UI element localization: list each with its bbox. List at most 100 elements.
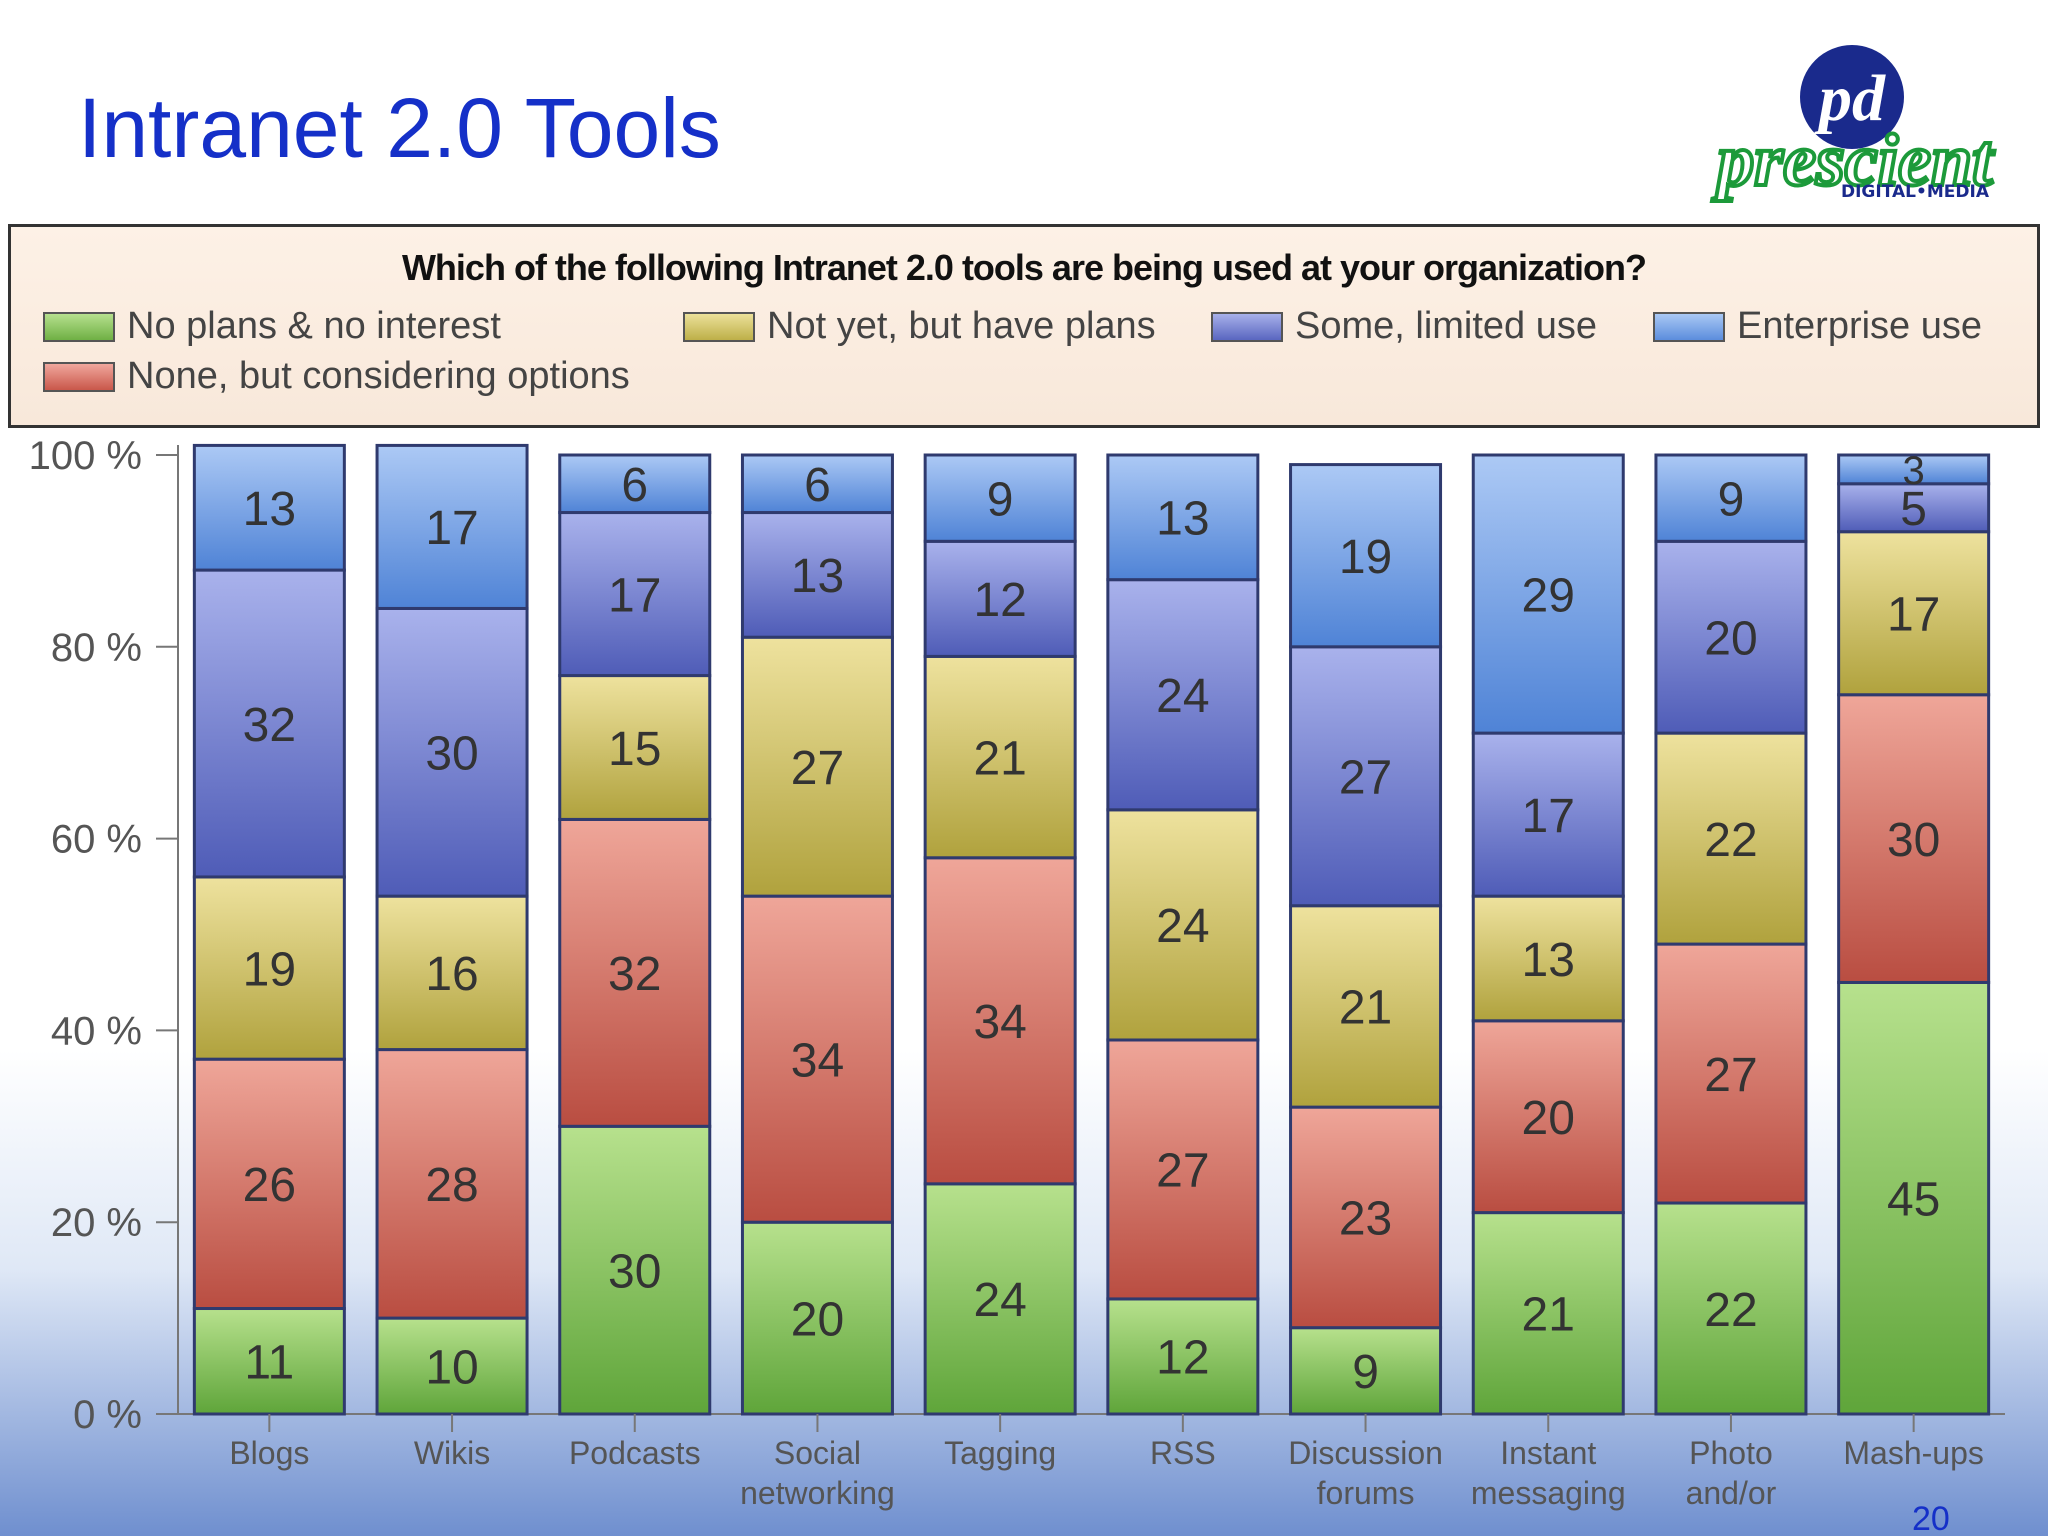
x-tick-label: Photo <box>1689 1435 1773 1471</box>
legend-label: Not yet, but have plans <box>767 305 1156 347</box>
page-number: 20 <box>1912 1500 1950 1538</box>
data-label: 34 <box>973 996 1026 1049</box>
logo-tagline: DIGITAL•MEDIA <box>1841 182 1990 202</box>
data-label: 26 <box>243 1159 296 1212</box>
y-tick-label: 0 % <box>73 1393 142 1437</box>
bar-segment <box>1106 1297 1260 1416</box>
data-label: 27 <box>1156 1145 1209 1198</box>
bar-segment <box>375 894 529 1052</box>
bar-segment <box>1471 1019 1625 1215</box>
bar-segment <box>375 1048 529 1320</box>
bar-segment <box>1837 453 1991 486</box>
bar-segment <box>1654 539 1808 735</box>
x-tick-label: and/or <box>1686 1475 1777 1511</box>
x-tick-label: Blogs <box>229 1435 309 1471</box>
data-label: 13 <box>243 483 296 536</box>
bar-segment <box>923 1182 1077 1416</box>
bar-segment <box>923 453 1077 543</box>
data-label: 32 <box>608 948 661 1001</box>
data-label: 28 <box>425 1159 478 1212</box>
x-tick-label: forums <box>1317 1475 1415 1511</box>
logo-monogram: pd <box>1814 62 1886 135</box>
bar-segment <box>375 1316 529 1416</box>
prescient-logo: pd prescient DIGITAL•MEDIA <box>1709 45 1997 204</box>
bar-segment <box>1471 731 1625 898</box>
bar-segment <box>375 443 529 610</box>
legend-item-have-plans: Not yet, but have plans <box>683 305 1156 348</box>
y-tick-label: 40 % <box>51 1009 142 1053</box>
bar-segment <box>1654 453 1808 543</box>
data-label: 21 <box>1339 982 1392 1035</box>
data-label: 16 <box>425 948 478 1001</box>
legend-swatch-enterprise <box>1653 311 1725 342</box>
bar-segment <box>558 817 712 1128</box>
data-label: 27 <box>1704 1049 1757 1102</box>
bar-segment <box>375 606 529 898</box>
bar-segment <box>740 894 894 1224</box>
data-label: 21 <box>1522 1289 1575 1342</box>
data-label: 9 <box>987 473 1014 526</box>
bar-segment <box>1654 942 1808 1205</box>
legend-swatch-limited-use <box>1211 311 1283 342</box>
logo-wordmark: prescient <box>1711 120 1995 202</box>
legend-item-limited-use: Some, limited use <box>1211 305 1597 348</box>
data-label: 12 <box>1156 1332 1209 1385</box>
bar-segment <box>740 635 894 898</box>
data-label: 30 <box>1887 814 1940 867</box>
data-label: 30 <box>608 1245 661 1298</box>
data-label: 17 <box>425 502 478 555</box>
legend-item-no-plans: No plans & no interest <box>43 305 501 348</box>
stacked-bar-chart: 0 % 20 % 40 % 60 % 80 % 100 % 11 26 19 32 13 Blogs 1… <box>29 434 2005 1511</box>
legend-swatch-no-plans <box>43 311 115 342</box>
data-label: 22 <box>1704 814 1757 867</box>
bar-segment <box>192 1057 346 1311</box>
legend-item-considering: None, but considering options <box>43 355 630 398</box>
data-label: 27 <box>1339 752 1392 805</box>
data-label: 6 <box>804 459 831 512</box>
bar-segment <box>1106 1038 1260 1301</box>
data-label: 19 <box>1339 531 1392 584</box>
data-label: 13 <box>1522 934 1575 987</box>
data-label: 22 <box>1704 1284 1757 1337</box>
data-label: 45 <box>1887 1174 1940 1227</box>
bar-segment <box>1289 645 1443 908</box>
x-tick-label: messaging <box>1471 1475 1626 1511</box>
legend-label: Some, limited use <box>1295 305 1598 347</box>
bar-segment <box>1654 1201 1808 1416</box>
legend-swatch-considering <box>43 361 115 392</box>
data-label: 15 <box>608 723 661 776</box>
bar-segment <box>192 1307 346 1416</box>
x-tick-label: Wikis <box>414 1435 490 1471</box>
data-label: 5 <box>1900 483 1927 536</box>
bar-segment <box>1837 482 1991 534</box>
data-label: 13 <box>791 550 844 603</box>
y-tick-label: 60 % <box>51 818 142 862</box>
data-label: 11 <box>244 1337 294 1390</box>
legend-item-enterprise: Enterprise use <box>1653 305 1982 348</box>
data-label: 24 <box>1156 670 1209 723</box>
data-label: 24 <box>973 1274 1026 1327</box>
data-label: 17 <box>608 569 661 622</box>
y-tick-label: 80 % <box>51 626 142 670</box>
bar-segment <box>192 875 346 1061</box>
bar-segment <box>923 654 1077 860</box>
data-label: 13 <box>1156 493 1209 546</box>
data-label: 3 <box>1903 449 1925 493</box>
y-tick-label: 100 % <box>29 434 142 478</box>
data-label: 20 <box>1704 612 1757 665</box>
data-label: 10 <box>425 1341 478 1394</box>
bar-segment <box>192 443 346 572</box>
bar-segment <box>1289 1105 1443 1330</box>
bar-segment <box>1289 904 1443 1109</box>
bar-segment <box>1654 731 1808 946</box>
bar-segment <box>558 1124 712 1416</box>
bar-segment <box>192 568 346 879</box>
data-label: 34 <box>791 1034 844 1087</box>
x-tick-label: Instant <box>1500 1435 1596 1471</box>
legend-label: Enterprise use <box>1737 305 1983 347</box>
data-label: 9 <box>1352 1346 1379 1399</box>
data-label: 6 <box>621 459 648 512</box>
data-label: 9 <box>1718 473 1745 526</box>
slide-title: Intranet 2.0 Tools <box>78 81 721 175</box>
bar-segment <box>558 453 712 515</box>
